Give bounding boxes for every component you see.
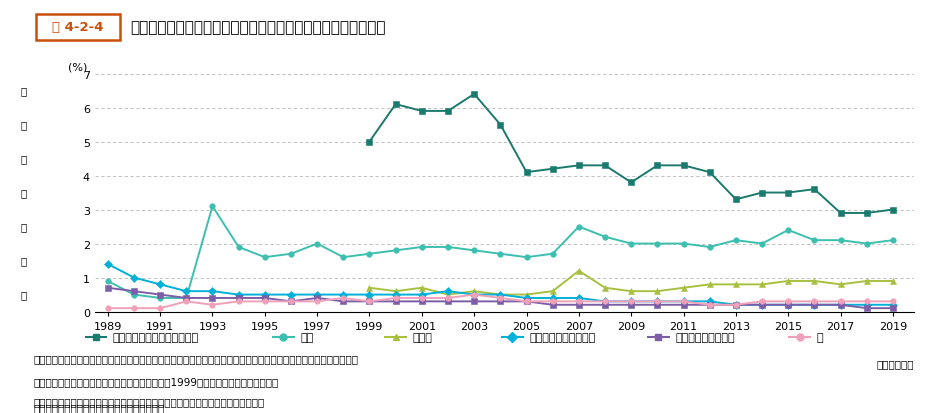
Text: 基: 基 xyxy=(21,154,27,164)
Text: 環: 環 xyxy=(21,86,27,96)
Text: 超: 超 xyxy=(21,222,27,232)
Text: テトラクロロエチレン: テトラクロロエチレン xyxy=(529,332,596,343)
Text: ふっ素: ふっ素 xyxy=(413,332,433,343)
Text: （調査年度）: （調査年度） xyxy=(876,358,914,368)
Text: 準: 準 xyxy=(21,188,27,198)
Text: 率: 率 xyxy=(21,290,27,300)
Text: 鉛: 鉛 xyxy=(817,332,824,343)
Text: 硝酸性窒素及び亜硝酸性窒素: 硝酸性窒素及び亜硝酸性窒素 xyxy=(113,332,199,343)
Text: 資料：環境省「令和元年度地下水質測定結果」: 資料：環境省「令和元年度地下水質測定結果」 xyxy=(33,402,165,412)
Text: トリクロロエチレン: トリクロロエチレン xyxy=(675,332,735,343)
Text: ３：このグラフは環境基準超過本数が比較的多かった項目のみ対象としている。: ３：このグラフは環境基準超過本数が比較的多かった項目のみ対象としている。 xyxy=(33,396,264,406)
Text: (%): (%) xyxy=(68,62,87,72)
Text: 地下水の水質汚濁に係る環境基準の超過率（概況調査）の推移: 地下水の水質汚濁に係る環境基準の超過率（概況調査）の推移 xyxy=(131,20,386,36)
Text: 過: 過 xyxy=(21,256,27,266)
Text: 注１：超過数とは、測定当時の基準を超過した井戸の数であり、超過率とは、調査数に対する超過数の割合である。: 注１：超過数とは、測定当時の基準を超過した井戸の数であり、超過率とは、調査数に対… xyxy=(33,353,358,363)
Text: 図 4-2-4: 図 4-2-4 xyxy=(52,21,104,34)
Text: ２：硝酸性窒素及び亜硝酸性窒素、ふっ素は、1999年に環境基準に追加された。: ２：硝酸性窒素及び亜硝酸性窒素、ふっ素は、1999年に環境基準に追加された。 xyxy=(33,376,278,386)
Text: 境: 境 xyxy=(21,120,27,130)
FancyBboxPatch shape xyxy=(36,14,120,41)
Text: 砒素: 砒素 xyxy=(300,332,313,343)
